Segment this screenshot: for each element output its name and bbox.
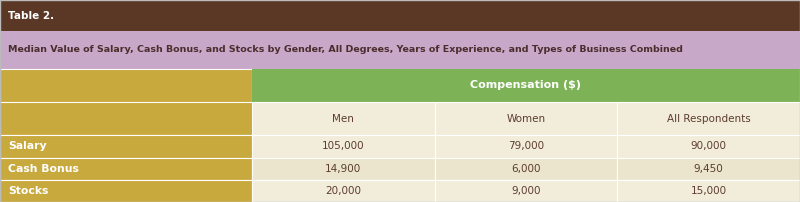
Text: Table 2.: Table 2. [8,11,54,21]
FancyBboxPatch shape [252,180,434,202]
FancyBboxPatch shape [0,102,252,135]
Text: Median Value of Salary, Cash Bonus, and Stocks by Gender, All Degrees, Years of : Median Value of Salary, Cash Bonus, and … [8,45,683,55]
Text: 9,450: 9,450 [694,164,723,174]
FancyBboxPatch shape [252,69,800,102]
FancyBboxPatch shape [618,135,800,158]
FancyBboxPatch shape [0,31,800,69]
Text: 9,000: 9,000 [511,186,541,196]
Text: 6,000: 6,000 [511,164,541,174]
FancyBboxPatch shape [252,102,434,135]
FancyBboxPatch shape [434,135,618,158]
FancyBboxPatch shape [0,180,252,202]
Text: Stocks: Stocks [8,186,48,196]
Text: Women: Women [506,114,546,124]
Text: All Respondents: All Respondents [666,114,750,124]
FancyBboxPatch shape [252,135,434,158]
FancyBboxPatch shape [434,102,618,135]
Text: 15,000: 15,000 [690,186,726,196]
FancyBboxPatch shape [434,158,618,180]
Text: 90,000: 90,000 [690,141,726,152]
FancyBboxPatch shape [618,102,800,135]
FancyBboxPatch shape [0,158,252,180]
Text: 20,000: 20,000 [326,186,362,196]
Text: Compensation ($): Compensation ($) [470,80,582,90]
FancyBboxPatch shape [0,0,800,31]
FancyBboxPatch shape [0,69,252,135]
Text: Men: Men [332,114,354,124]
Text: 105,000: 105,000 [322,141,365,152]
FancyBboxPatch shape [434,180,618,202]
FancyBboxPatch shape [618,180,800,202]
Text: Cash Bonus: Cash Bonus [8,164,79,174]
Text: 79,000: 79,000 [508,141,544,152]
FancyBboxPatch shape [252,158,434,180]
FancyBboxPatch shape [0,135,252,158]
FancyBboxPatch shape [618,158,800,180]
Text: 14,900: 14,900 [326,164,362,174]
Text: Salary: Salary [8,141,46,152]
